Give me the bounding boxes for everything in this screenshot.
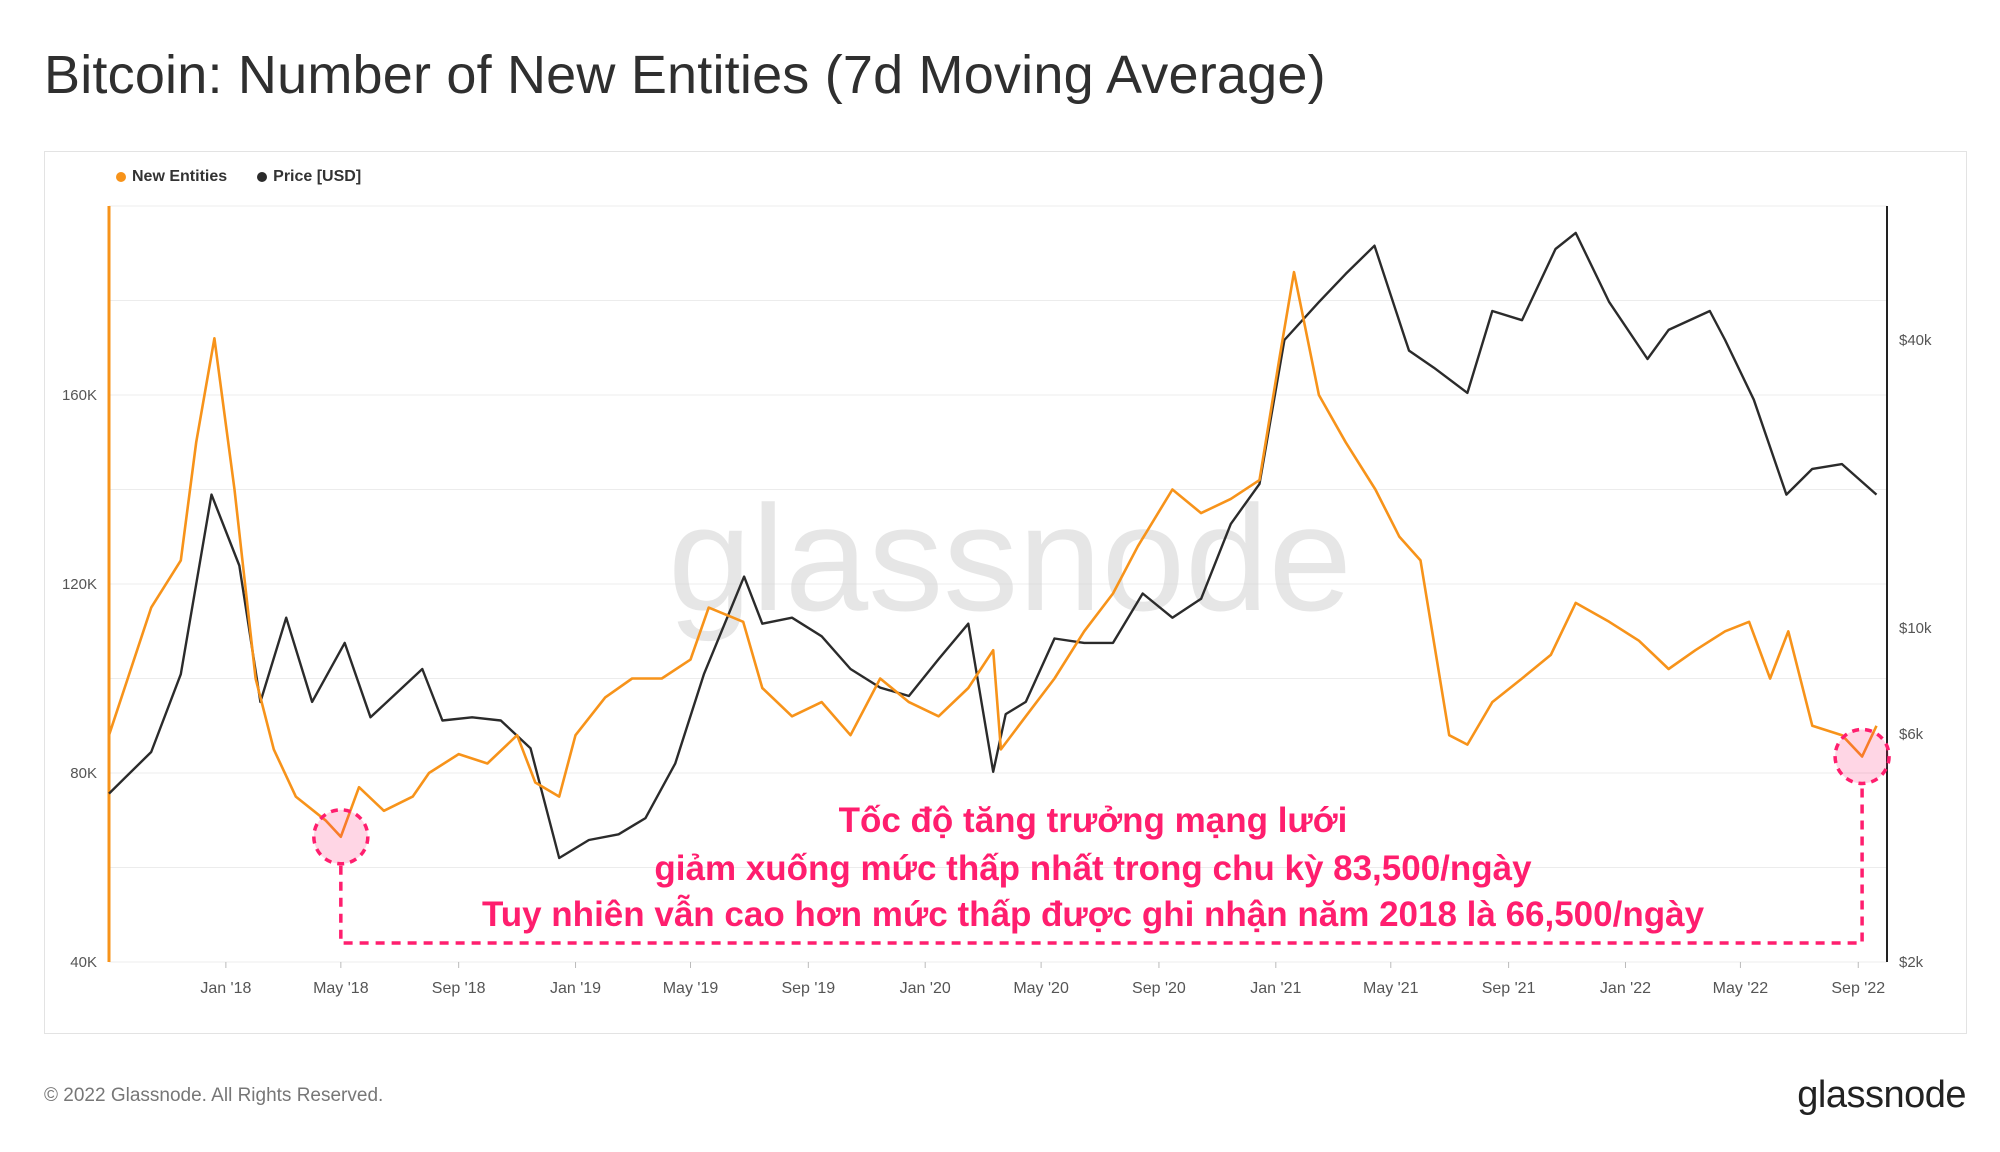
glassnode-logo: glassnode xyxy=(1797,1074,1966,1116)
annotation-line: Tốc độ tăng trưởng mạng lưới xyxy=(839,801,1348,840)
annotation-line: giảm xuống mức thấp nhất trong chu kỳ 83… xyxy=(654,849,1532,888)
annotation-connector xyxy=(339,785,1864,945)
y-right-tick-label: $2k xyxy=(1899,954,1924,971)
y-left-tick-label: 40K xyxy=(70,954,97,971)
annotation-circle-2022-low xyxy=(1833,727,1891,786)
legend-label: New Entities xyxy=(132,168,228,185)
x-tick-label: Sep '22 xyxy=(1831,980,1885,997)
y-right-tick-label: $40k xyxy=(1899,332,1932,349)
x-tick-label: Sep '19 xyxy=(781,980,835,997)
legend-dot-icon xyxy=(116,172,126,182)
x-tick-label: May '21 xyxy=(1363,980,1419,997)
x-tick-label: May '20 xyxy=(1013,980,1069,997)
y-left-tick-label: 120K xyxy=(62,576,97,593)
copyright: © 2022 Glassnode. All Rights Reserved. xyxy=(44,1085,384,1106)
annotation-circle-2018-low xyxy=(312,808,370,866)
x-tick-label: Jan '18 xyxy=(200,980,251,997)
x-tick-label: Jan '20 xyxy=(900,980,951,997)
x-tick-label: Sep '21 xyxy=(1482,980,1536,997)
x-tick-label: Jan '21 xyxy=(1250,980,1301,997)
y-left-tick-label: 80K xyxy=(70,765,97,782)
chart-legend: New Entities Price [USD] xyxy=(116,168,361,186)
y-right-tick-label: $6k xyxy=(1899,726,1924,743)
x-tick-label: Sep '20 xyxy=(1132,980,1186,997)
watermark: glassnode xyxy=(668,474,1352,642)
legend-dot-icon xyxy=(257,172,268,182)
chart-frame xyxy=(44,151,1967,1034)
x-tick-label: May '19 xyxy=(663,980,719,997)
x-tick-label: Sep '18 xyxy=(432,980,486,997)
annotation-markers xyxy=(312,727,1891,945)
legend-item-new-entities[interactable]: New Entities xyxy=(116,168,227,186)
gridlines xyxy=(109,205,1887,963)
annotation-text: Tốc độ tăng trưởng mạng lưới giảm xuống m… xyxy=(482,801,1705,934)
x-tick-label: Jan '19 xyxy=(550,980,601,997)
x-tick-label: Jan '22 xyxy=(1600,980,1651,997)
page-title: Bitcoin: Number of New Entities (7d Movi… xyxy=(44,45,1326,105)
annotation-line: Tuy nhiên vẫn cao hơn mức thấp được ghi … xyxy=(482,894,1705,934)
y-right-tick-label: $10k xyxy=(1899,620,1932,637)
x-tick-label: May '18 xyxy=(313,980,369,997)
legend-item-price[interactable]: Price [USD] xyxy=(257,168,361,186)
y-left-tick-label: 160K xyxy=(62,387,97,404)
series-line-new-entities xyxy=(107,270,1878,839)
x-tick-label: May '22 xyxy=(1713,980,1769,997)
legend-label: Price [USD] xyxy=(273,168,362,185)
